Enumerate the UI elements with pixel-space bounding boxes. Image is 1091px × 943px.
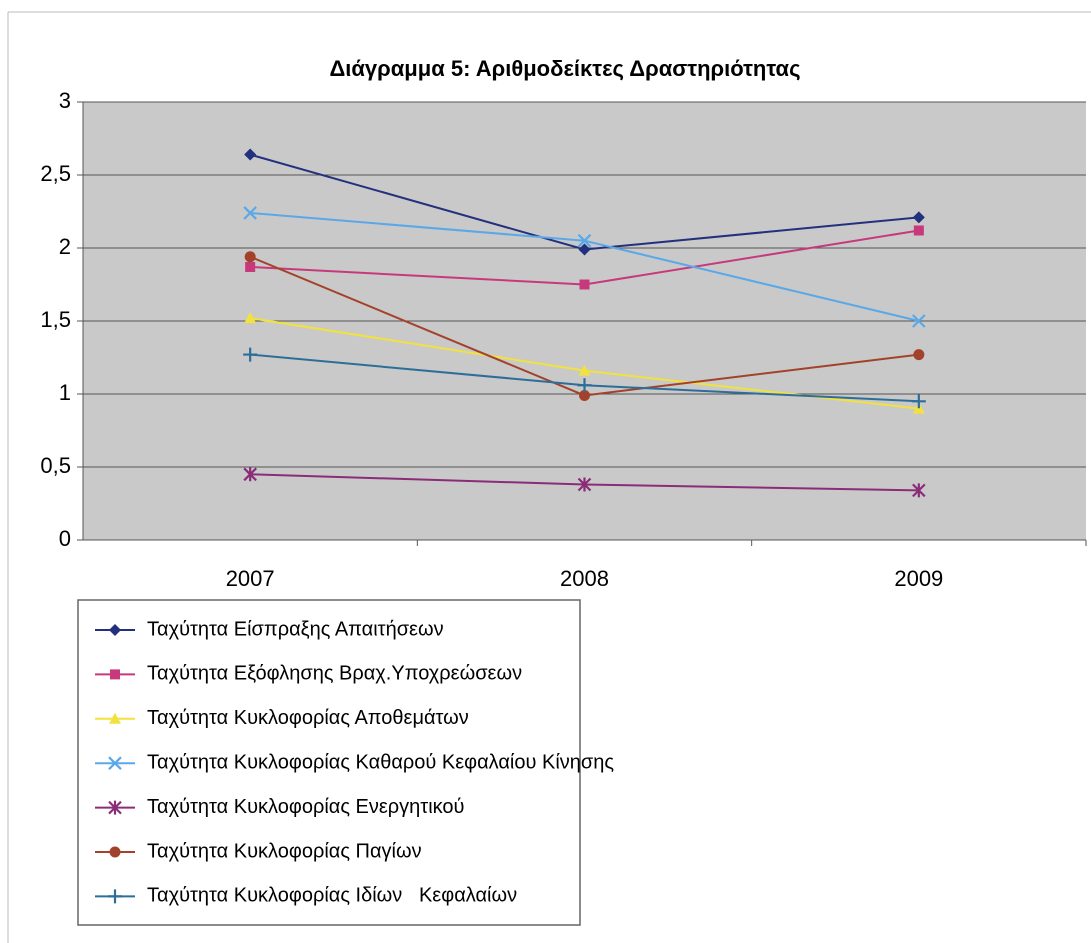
data-point	[577, 378, 592, 393]
data-point	[243, 206, 257, 220]
legend-label: Ταχύτητα Εξόφλησης Βραχ.Υποχρεώσεων	[147, 663, 522, 685]
data-point	[243, 347, 258, 362]
data-point	[911, 394, 926, 409]
legend-marker	[109, 712, 121, 724]
data-point	[577, 477, 592, 492]
legend-label: Ταχύτητα Κυκλοφορίας Ιδίων Κεφαλαίων	[147, 885, 517, 907]
legend-label: Ταχύτητα Κυκλοφορίας Καθαρού Κεφαλαίου Κ…	[147, 751, 614, 773]
data-point	[913, 225, 924, 236]
y-tick-label: 2,5	[40, 161, 71, 186]
y-tick-label: 3	[59, 88, 71, 113]
data-point	[244, 251, 256, 263]
x-tick-label: 2009	[894, 566, 943, 591]
x-tick-label: 2008	[560, 566, 609, 591]
legend-label: Ταχύτητα Κυκλοφορίας Ενεργητικού	[147, 796, 464, 818]
data-point	[245, 261, 256, 272]
chart-title: Διάγραμμα 5: Αριθμοδείκτες Δραστηριότητα…	[329, 56, 800, 81]
legend-marker	[109, 624, 121, 636]
data-point	[912, 314, 926, 328]
data-point	[579, 279, 590, 290]
data-point	[912, 211, 925, 224]
legend-marker	[108, 800, 122, 815]
x-tick-label: 2007	[226, 566, 275, 591]
data-point	[579, 389, 590, 401]
legend-label: Ταχύτητα Κυκλοφορίας Παγίων	[147, 840, 422, 862]
data-point	[912, 483, 926, 498]
legend	[77, 599, 581, 926]
legend-label: Ταχύτητα Κυκλοφορίας Αποθεμάτων	[147, 707, 469, 729]
y-tick-label: 2	[59, 234, 71, 259]
legend-marker	[109, 846, 121, 858]
legend-marker	[108, 889, 122, 904]
data-point	[913, 349, 925, 361]
y-tick-label: 1,5	[40, 307, 71, 332]
y-tick-label: 0,5	[40, 453, 71, 478]
legend-label: Ταχύτητα Είσπραξης Απαιτήσεων	[147, 618, 444, 640]
y-tick-label: 1	[59, 380, 71, 405]
data-point	[244, 148, 257, 161]
data-point	[578, 243, 591, 256]
data-point	[243, 467, 257, 482]
legend-marker	[110, 669, 120, 680]
legend-marker	[108, 756, 122, 770]
data-point	[577, 233, 592, 248]
data-point	[244, 312, 257, 324]
y-tick-label: 0	[59, 526, 71, 551]
data-point	[578, 364, 591, 376]
